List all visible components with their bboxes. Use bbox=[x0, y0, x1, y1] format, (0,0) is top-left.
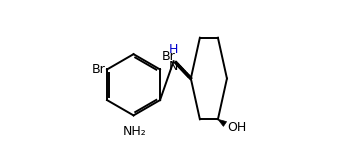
Text: N: N bbox=[169, 60, 178, 73]
Text: H: H bbox=[169, 43, 178, 56]
Text: OH: OH bbox=[227, 121, 247, 134]
Text: NH₂: NH₂ bbox=[122, 125, 146, 138]
Text: Br: Br bbox=[92, 63, 106, 76]
Text: Br: Br bbox=[162, 50, 175, 63]
Polygon shape bbox=[218, 119, 227, 126]
